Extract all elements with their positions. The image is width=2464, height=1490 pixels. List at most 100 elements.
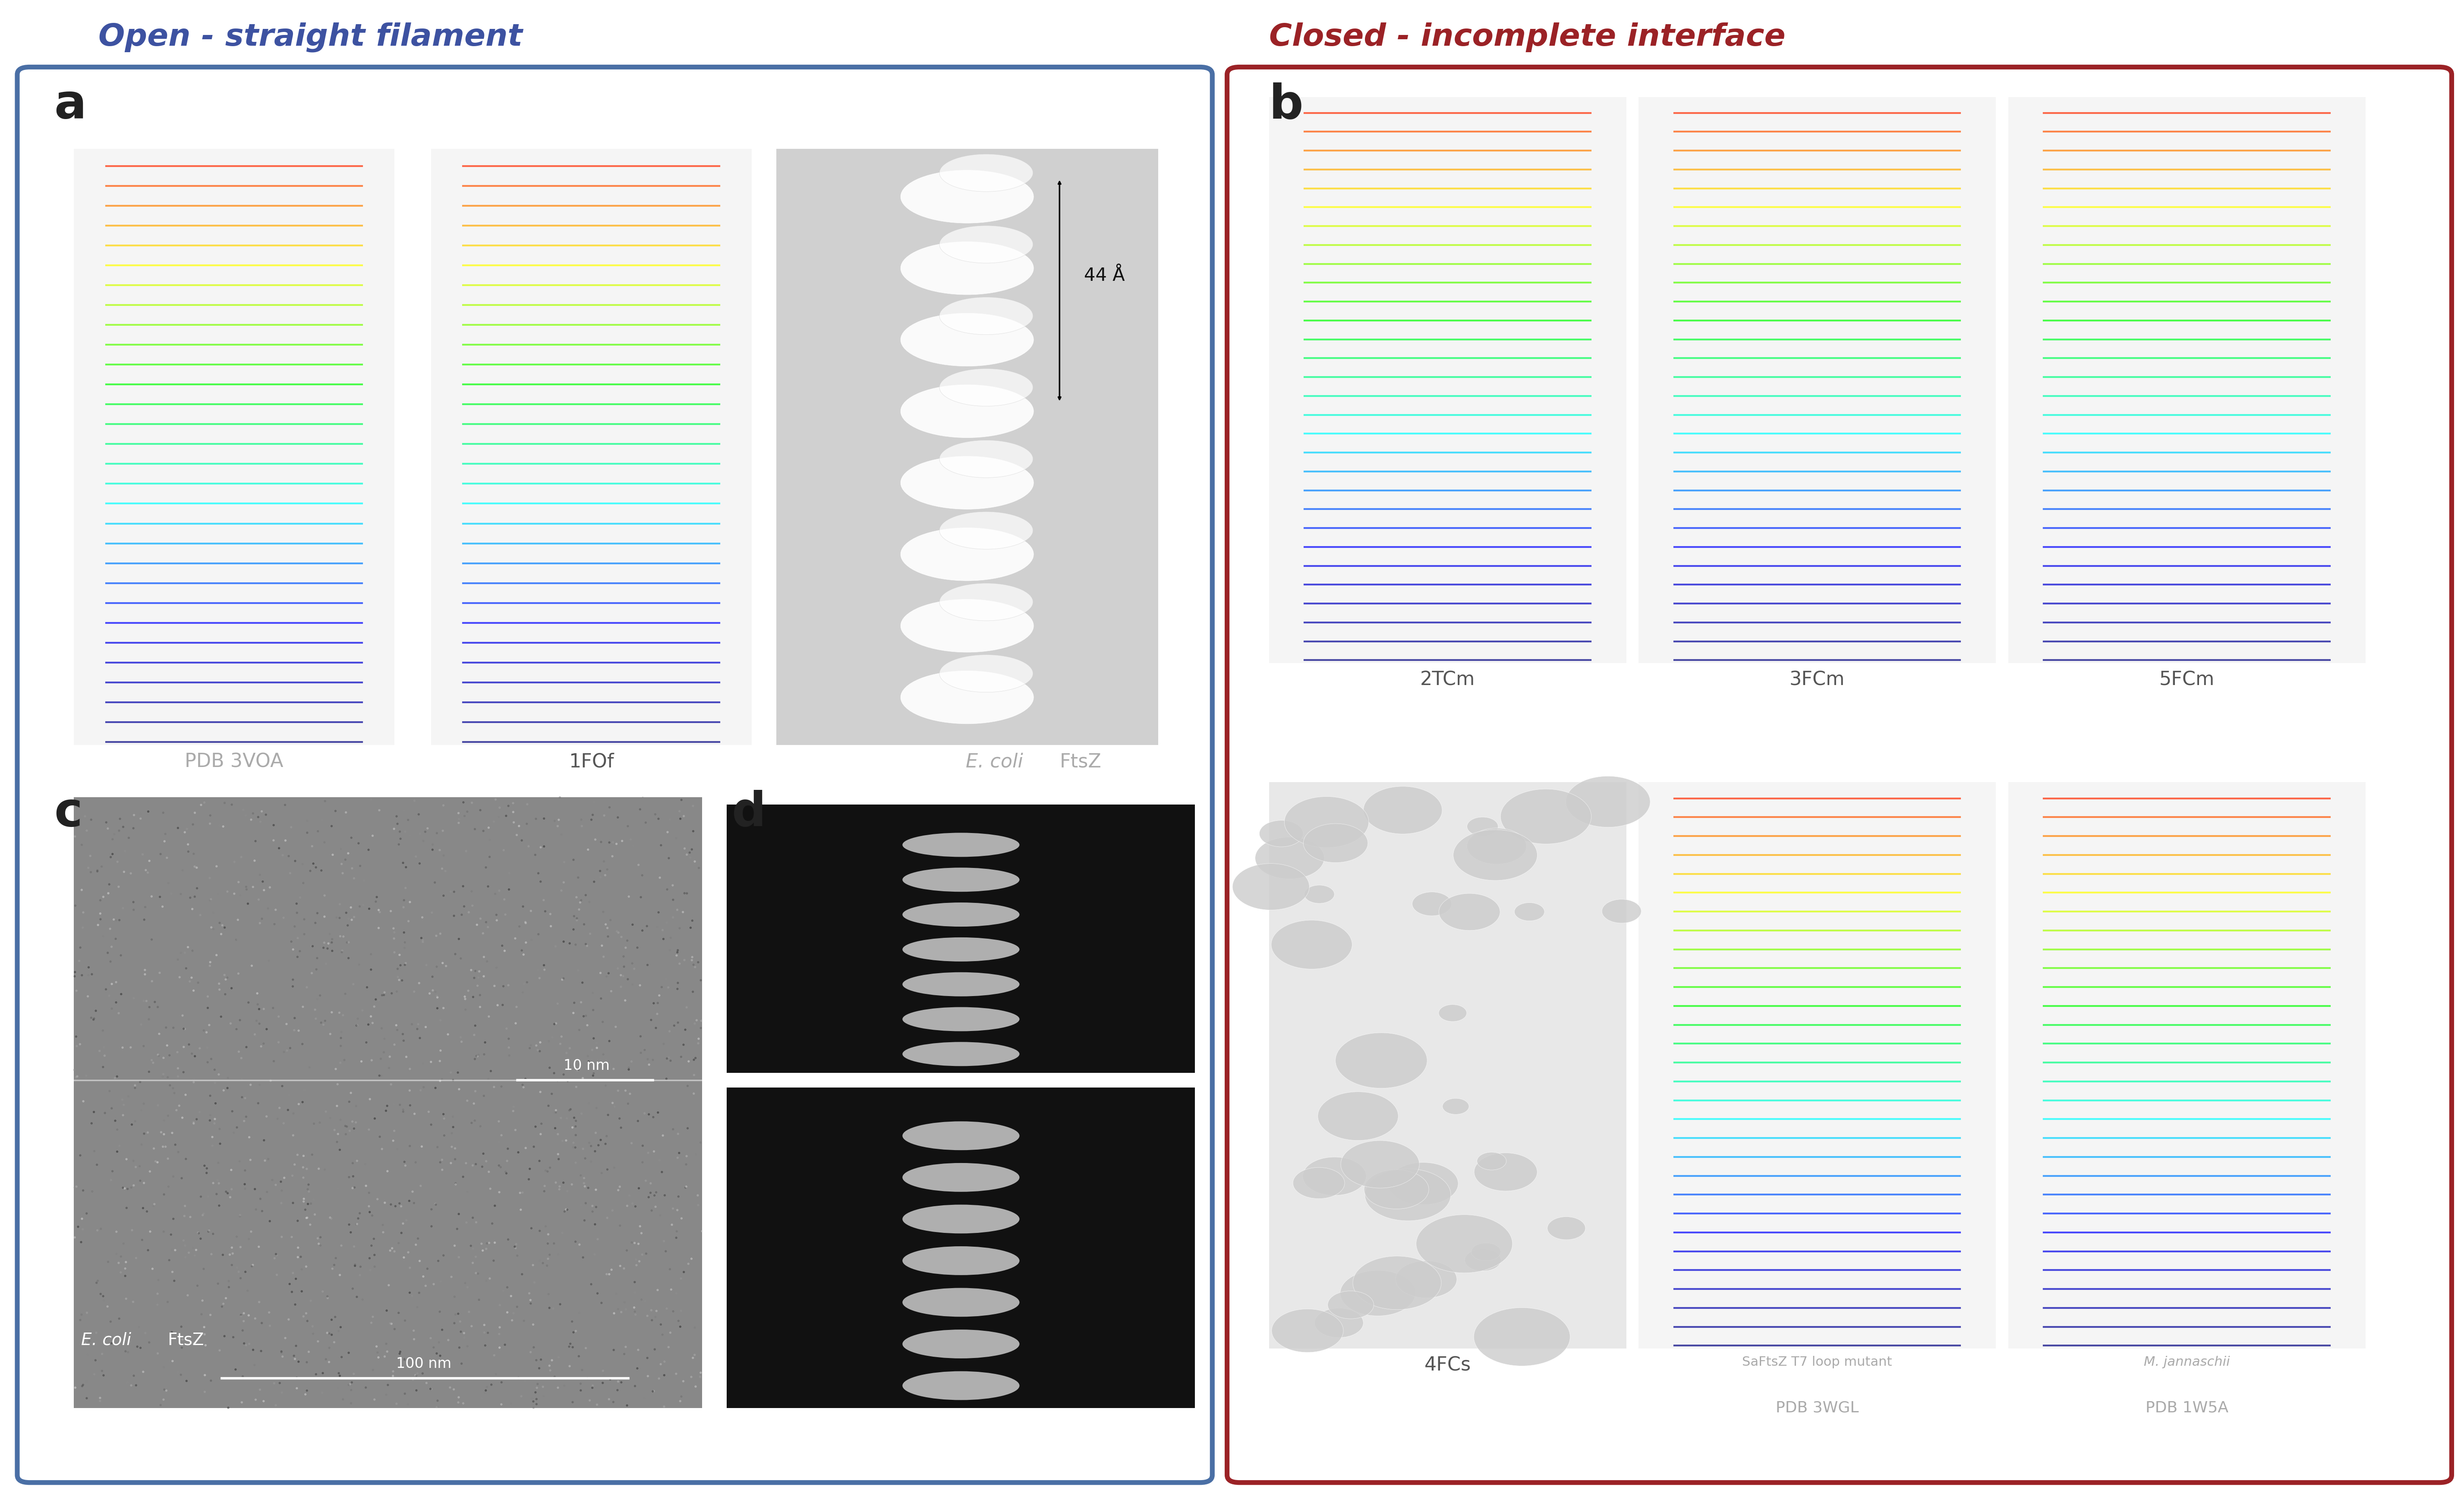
Point bbox=[650, 939, 690, 963]
Point bbox=[466, 1334, 505, 1357]
Point bbox=[503, 894, 542, 918]
Point bbox=[564, 1174, 604, 1198]
Point bbox=[621, 1025, 660, 1049]
Point bbox=[542, 1220, 582, 1244]
Point bbox=[357, 1335, 397, 1359]
Point bbox=[276, 1293, 315, 1317]
Point bbox=[616, 906, 655, 930]
Point bbox=[404, 1265, 444, 1289]
Point bbox=[148, 1034, 187, 1058]
Point bbox=[96, 909, 136, 933]
Point bbox=[510, 1292, 549, 1316]
Point bbox=[414, 837, 453, 861]
Point bbox=[227, 1036, 266, 1059]
Point bbox=[256, 1243, 296, 1266]
Point bbox=[239, 1073, 278, 1097]
Point bbox=[207, 1180, 246, 1204]
Point bbox=[663, 788, 702, 812]
Point bbox=[259, 1004, 298, 1028]
Point bbox=[207, 966, 246, 989]
Point bbox=[493, 791, 532, 815]
Point bbox=[594, 1198, 633, 1222]
Point bbox=[71, 963, 111, 986]
Point bbox=[434, 1311, 473, 1335]
Point bbox=[527, 1159, 567, 1183]
Point bbox=[641, 833, 680, 857]
Point bbox=[69, 985, 108, 1009]
Point bbox=[212, 1258, 251, 1281]
Point bbox=[254, 1049, 293, 1073]
Point bbox=[680, 1366, 719, 1390]
Point bbox=[57, 979, 96, 1003]
Point bbox=[241, 1188, 281, 1211]
Point bbox=[81, 1389, 121, 1413]
Point bbox=[631, 1182, 670, 1205]
Point bbox=[320, 906, 360, 930]
Point bbox=[138, 1281, 177, 1305]
Point bbox=[411, 1113, 451, 1137]
Point bbox=[535, 1116, 574, 1140]
Point bbox=[384, 954, 424, 977]
Point bbox=[106, 839, 145, 863]
Circle shape bbox=[1466, 817, 1498, 836]
Point bbox=[606, 1335, 646, 1359]
Point bbox=[384, 1100, 424, 1123]
Point bbox=[552, 1097, 591, 1120]
Point bbox=[153, 1207, 192, 1231]
Point bbox=[323, 940, 362, 964]
Point bbox=[582, 1161, 621, 1185]
Point bbox=[618, 1176, 658, 1199]
Point bbox=[658, 1198, 697, 1222]
Point bbox=[483, 1371, 522, 1395]
Point bbox=[67, 1201, 106, 1225]
Point bbox=[660, 952, 700, 976]
Point bbox=[458, 1287, 498, 1311]
Point bbox=[69, 855, 108, 879]
Point bbox=[584, 803, 623, 827]
Point bbox=[493, 1301, 532, 1325]
Point bbox=[133, 1137, 172, 1161]
Point bbox=[421, 1269, 461, 1293]
Point bbox=[335, 1235, 375, 1259]
Point bbox=[202, 1004, 241, 1028]
Point bbox=[562, 991, 601, 1015]
Point bbox=[71, 843, 111, 867]
Point bbox=[330, 1220, 370, 1244]
Point bbox=[456, 1244, 495, 1268]
Point bbox=[57, 1064, 96, 1088]
Point bbox=[123, 989, 163, 1013]
Point bbox=[116, 1246, 155, 1269]
Point bbox=[254, 995, 293, 1019]
Point bbox=[636, 1299, 675, 1323]
Point bbox=[673, 1247, 712, 1271]
Point bbox=[170, 1241, 209, 1265]
Point bbox=[453, 1092, 493, 1116]
Point bbox=[274, 974, 313, 998]
Point bbox=[367, 1340, 407, 1363]
Point bbox=[515, 843, 554, 867]
Point bbox=[547, 1179, 586, 1202]
Point bbox=[532, 1025, 572, 1049]
Point bbox=[69, 955, 108, 979]
Point bbox=[540, 1174, 579, 1198]
Point bbox=[421, 1150, 461, 1174]
Point bbox=[278, 927, 318, 951]
Point bbox=[431, 879, 471, 903]
Circle shape bbox=[1441, 1098, 1469, 1115]
Point bbox=[116, 1155, 155, 1179]
Point bbox=[616, 1195, 655, 1219]
Point bbox=[609, 1193, 648, 1217]
Point bbox=[675, 1375, 715, 1399]
Point bbox=[473, 1076, 513, 1100]
Point bbox=[103, 1088, 143, 1112]
Point bbox=[246, 1149, 286, 1173]
Point bbox=[67, 1064, 106, 1088]
Point bbox=[577, 1281, 616, 1305]
Point bbox=[517, 1348, 557, 1372]
Point bbox=[673, 952, 712, 976]
Point bbox=[584, 945, 623, 969]
Point bbox=[572, 1193, 611, 1217]
Point bbox=[520, 1122, 559, 1146]
Point bbox=[145, 830, 185, 854]
Point bbox=[264, 1074, 303, 1098]
